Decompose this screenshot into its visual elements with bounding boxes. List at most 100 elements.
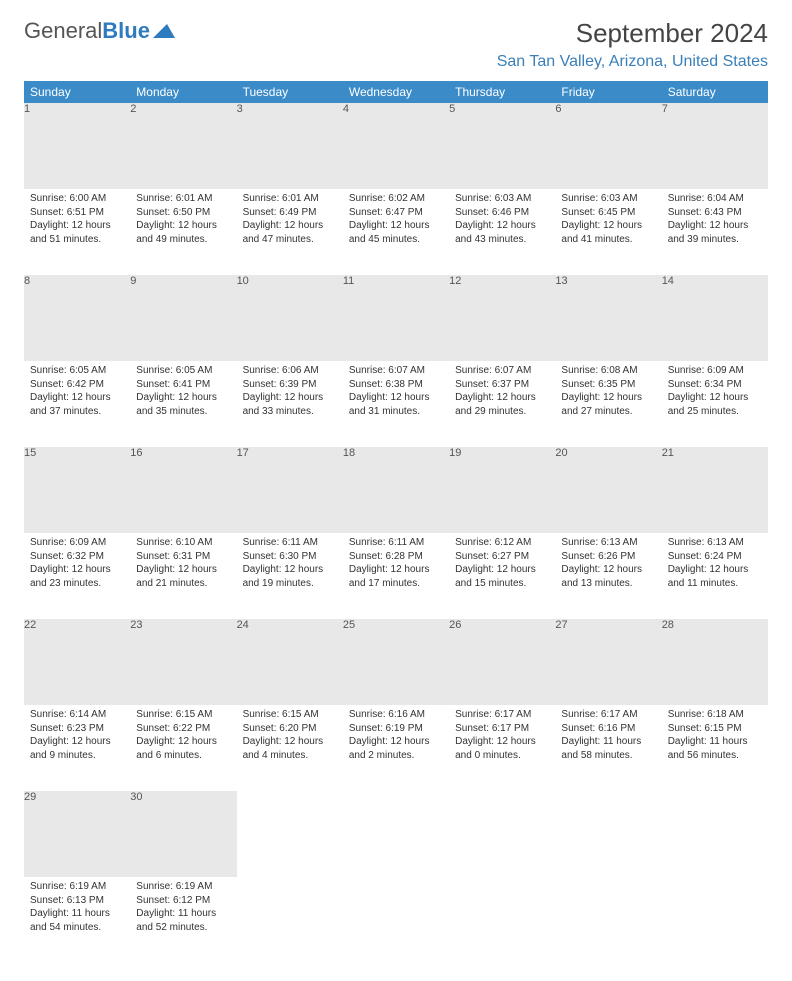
day-number: 28 (662, 619, 768, 705)
day-number: 29 (24, 791, 130, 877)
daylight-line-2: and 6 minutes. (136, 749, 230, 763)
page-title: September 2024 (576, 18, 768, 49)
daylight-line-2: and 31 minutes. (349, 405, 443, 419)
day-detail: Sunrise: 6:11 AMSunset: 6:28 PMDaylight:… (343, 533, 449, 596)
logo-sail-icon (153, 24, 175, 38)
sunrise-line: Sunrise: 6:17 AM (455, 708, 549, 722)
day-cell: Sunrise: 6:05 AMSunset: 6:41 PMDaylight:… (130, 361, 236, 447)
sunrise-line: Sunrise: 6:14 AM (30, 708, 124, 722)
sunrise-line: Sunrise: 6:06 AM (243, 364, 337, 378)
sunrise-line: Sunrise: 6:05 AM (136, 364, 230, 378)
day-detail: Sunrise: 6:12 AMSunset: 6:27 PMDaylight:… (449, 533, 555, 596)
daylight-line-2: and 54 minutes. (30, 921, 124, 935)
sunset-line: Sunset: 6:28 PM (349, 550, 443, 564)
day-cell: Sunrise: 6:10 AMSunset: 6:31 PMDaylight:… (130, 533, 236, 619)
daylight-line-1: Daylight: 12 hours (561, 219, 655, 233)
day-number (343, 791, 449, 877)
daycell-row: Sunrise: 6:00 AMSunset: 6:51 PMDaylight:… (24, 189, 768, 275)
sunrise-line: Sunrise: 6:13 AM (561, 536, 655, 550)
day-number: 21 (662, 447, 768, 533)
daylight-line-2: and 41 minutes. (561, 233, 655, 247)
daylight-line-1: Daylight: 12 hours (243, 219, 337, 233)
day-cell: Sunrise: 6:05 AMSunset: 6:42 PMDaylight:… (24, 361, 130, 447)
day-number: 11 (343, 275, 449, 361)
daylight-line-2: and 25 minutes. (668, 405, 762, 419)
sunset-line: Sunset: 6:13 PM (30, 894, 124, 908)
daylight-line-2: and 33 minutes. (243, 405, 337, 419)
daynum-row: 891011121314 (24, 275, 768, 361)
sunset-line: Sunset: 6:31 PM (136, 550, 230, 564)
daylight-line-1: Daylight: 11 hours (561, 735, 655, 749)
daynum-row: 15161718192021 (24, 447, 768, 533)
daylight-line-1: Daylight: 11 hours (136, 907, 230, 921)
day-detail: Sunrise: 6:13 AMSunset: 6:26 PMDaylight:… (555, 533, 661, 596)
day-cell (555, 877, 661, 963)
daylight-line-1: Daylight: 12 hours (455, 219, 549, 233)
day-detail: Sunrise: 6:04 AMSunset: 6:43 PMDaylight:… (662, 189, 768, 252)
header-row: GeneralBlue September 2024 (24, 18, 768, 49)
daylight-line-1: Daylight: 12 hours (668, 563, 762, 577)
sunset-line: Sunset: 6:30 PM (243, 550, 337, 564)
daylight-line-2: and 43 minutes. (455, 233, 549, 247)
day-number (449, 791, 555, 877)
day-cell: Sunrise: 6:08 AMSunset: 6:35 PMDaylight:… (555, 361, 661, 447)
sunrise-line: Sunrise: 6:08 AM (561, 364, 655, 378)
location-text: San Tan Valley, Arizona, United States (24, 53, 768, 71)
day-detail: Sunrise: 6:09 AMSunset: 6:34 PMDaylight:… (662, 361, 768, 424)
day-detail: Sunrise: 6:09 AMSunset: 6:32 PMDaylight:… (24, 533, 130, 596)
day-detail: Sunrise: 6:05 AMSunset: 6:41 PMDaylight:… (130, 361, 236, 424)
day-detail: Sunrise: 6:16 AMSunset: 6:19 PMDaylight:… (343, 705, 449, 768)
col-sun: Sunday (24, 81, 130, 103)
day-cell: Sunrise: 6:03 AMSunset: 6:45 PMDaylight:… (555, 189, 661, 275)
daycell-row: Sunrise: 6:09 AMSunset: 6:32 PMDaylight:… (24, 533, 768, 619)
daylight-line-1: Daylight: 12 hours (455, 563, 549, 577)
day-cell: Sunrise: 6:07 AMSunset: 6:37 PMDaylight:… (449, 361, 555, 447)
daylight-line-2: and 45 minutes. (349, 233, 443, 247)
daylight-line-2: and 37 minutes. (30, 405, 124, 419)
day-number: 22 (24, 619, 130, 705)
day-cell: Sunrise: 6:19 AMSunset: 6:13 PMDaylight:… (24, 877, 130, 963)
daylight-line-1: Daylight: 11 hours (668, 735, 762, 749)
day-number: 26 (449, 619, 555, 705)
daylight-line-1: Daylight: 12 hours (136, 391, 230, 405)
day-detail: Sunrise: 6:17 AMSunset: 6:17 PMDaylight:… (449, 705, 555, 768)
weekday-header-row: Sunday Monday Tuesday Wednesday Thursday… (24, 81, 768, 103)
day-number: 12 (449, 275, 555, 361)
sunrise-line: Sunrise: 6:12 AM (455, 536, 549, 550)
logo-text-blue: Blue (102, 18, 150, 44)
daylight-line-2: and 21 minutes. (136, 577, 230, 591)
sunrise-line: Sunrise: 6:03 AM (455, 192, 549, 206)
day-cell: Sunrise: 6:17 AMSunset: 6:17 PMDaylight:… (449, 705, 555, 791)
daylight-line-1: Daylight: 12 hours (30, 735, 124, 749)
sunset-line: Sunset: 6:39 PM (243, 378, 337, 392)
sunrise-line: Sunrise: 6:09 AM (668, 364, 762, 378)
daylight-line-2: and 15 minutes. (455, 577, 549, 591)
day-number (555, 791, 661, 877)
col-wed: Wednesday (343, 81, 449, 103)
logo: GeneralBlue (24, 18, 175, 44)
day-number: 2 (130, 103, 236, 189)
sunrise-line: Sunrise: 6:17 AM (561, 708, 655, 722)
sunrise-line: Sunrise: 6:13 AM (668, 536, 762, 550)
daylight-line-1: Daylight: 12 hours (136, 735, 230, 749)
day-cell: Sunrise: 6:15 AMSunset: 6:20 PMDaylight:… (237, 705, 343, 791)
daylight-line-2: and 51 minutes. (30, 233, 124, 247)
day-detail: Sunrise: 6:07 AMSunset: 6:38 PMDaylight:… (343, 361, 449, 424)
day-cell: Sunrise: 6:09 AMSunset: 6:32 PMDaylight:… (24, 533, 130, 619)
daylight-line-2: and 29 minutes. (455, 405, 549, 419)
day-cell: Sunrise: 6:07 AMSunset: 6:38 PMDaylight:… (343, 361, 449, 447)
daylight-line-1: Daylight: 12 hours (30, 219, 124, 233)
sunrise-line: Sunrise: 6:01 AM (243, 192, 337, 206)
daylight-line-2: and 13 minutes. (561, 577, 655, 591)
col-thu: Thursday (449, 81, 555, 103)
daylight-line-2: and 35 minutes. (136, 405, 230, 419)
sunset-line: Sunset: 6:37 PM (455, 378, 549, 392)
sunset-line: Sunset: 6:42 PM (30, 378, 124, 392)
sunrise-line: Sunrise: 6:16 AM (349, 708, 443, 722)
daylight-line-2: and 58 minutes. (561, 749, 655, 763)
day-detail: Sunrise: 6:11 AMSunset: 6:30 PMDaylight:… (237, 533, 343, 596)
day-cell: Sunrise: 6:02 AMSunset: 6:47 PMDaylight:… (343, 189, 449, 275)
day-cell: Sunrise: 6:11 AMSunset: 6:30 PMDaylight:… (237, 533, 343, 619)
day-detail: Sunrise: 6:00 AMSunset: 6:51 PMDaylight:… (24, 189, 130, 252)
daylight-line-1: Daylight: 12 hours (136, 563, 230, 577)
